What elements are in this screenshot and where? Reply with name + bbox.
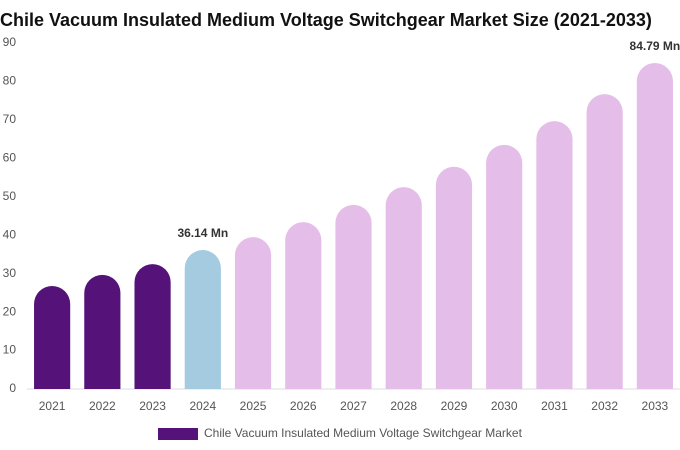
bar — [184, 250, 221, 389]
bar — [335, 204, 372, 389]
y-tick-label: 20 — [3, 304, 17, 318]
bar — [134, 264, 171, 389]
bar — [536, 121, 573, 389]
x-tick-label: 2030 — [491, 399, 518, 413]
x-tick-label: 2022 — [89, 399, 116, 413]
bar — [385, 187, 422, 389]
y-tick-label: 0 — [9, 381, 16, 395]
value-label: 84.79 Mn — [630, 39, 680, 53]
bar — [285, 222, 322, 389]
x-tick-label: 2021 — [39, 399, 66, 413]
y-tick-label: 30 — [3, 266, 17, 280]
y-tick-label: 70 — [3, 112, 17, 126]
y-tick-label: 40 — [3, 227, 17, 241]
x-tick-label: 2029 — [441, 399, 468, 413]
x-tick-label: 2024 — [189, 399, 216, 413]
bar — [586, 94, 623, 389]
y-tick-label: 80 — [3, 74, 17, 88]
x-tick-label: 2027 — [340, 399, 367, 413]
bar — [486, 144, 523, 389]
bar — [435, 166, 473, 389]
value-label: 36.14 Mn — [177, 226, 228, 240]
bar — [34, 285, 71, 389]
y-tick-label: 50 — [3, 189, 17, 203]
bar — [636, 63, 673, 389]
bar — [84, 274, 121, 389]
x-tick-label: 2023 — [139, 399, 166, 413]
x-tick-label: 2032 — [591, 399, 618, 413]
bar — [234, 237, 272, 389]
legend-swatch — [158, 428, 198, 440]
x-tick-label: 2025 — [240, 399, 267, 413]
y-tick-label: 60 — [3, 151, 17, 165]
y-tick-label: 10 — [3, 343, 17, 357]
chart-title: Chile Vacuum Insulated Medium Voltage Sw… — [0, 10, 652, 30]
legend-label: Chile Vacuum Insulated Medium Voltage Sw… — [204, 426, 523, 440]
x-tick-label: 2028 — [390, 399, 417, 413]
y-tick-label: 90 — [3, 35, 17, 49]
x-tick-label: 2026 — [290, 399, 317, 413]
x-tick-label: 2033 — [642, 399, 669, 413]
x-tick-label: 2031 — [541, 399, 568, 413]
